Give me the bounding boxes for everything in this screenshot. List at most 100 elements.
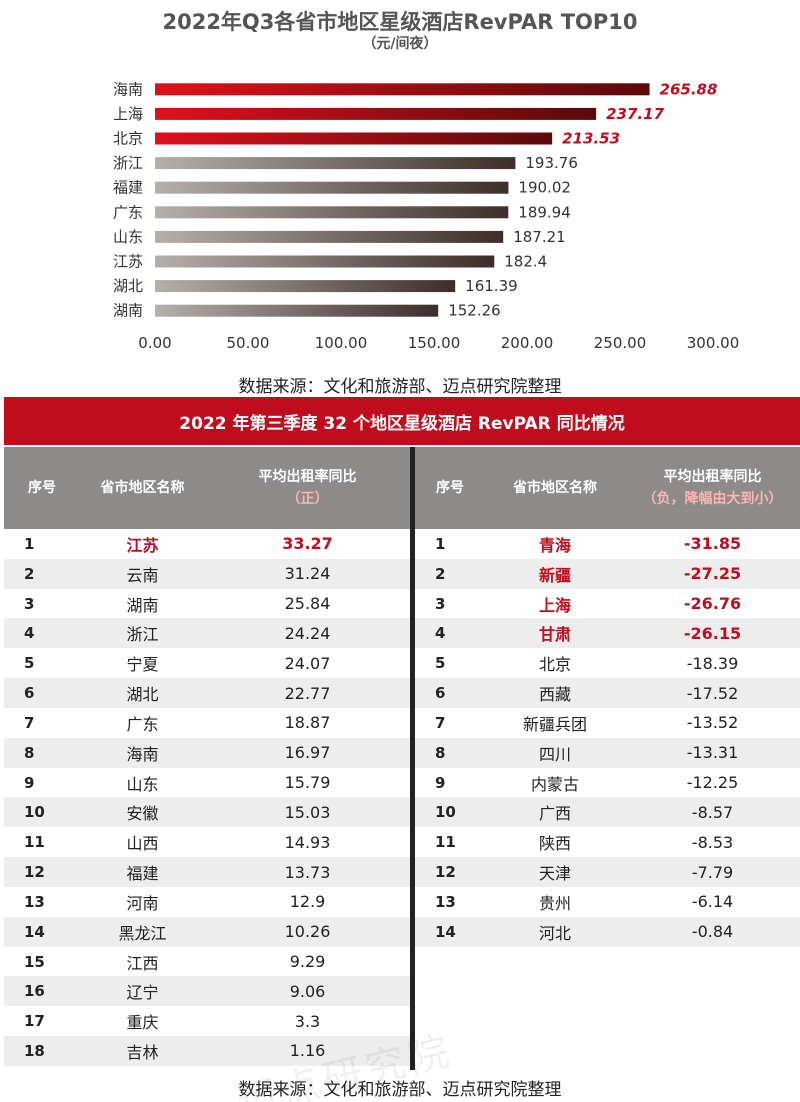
row-index: 14	[435, 922, 456, 941]
table-row: 3 湖南 25.84	[4, 589, 410, 619]
row-index: 5	[24, 654, 35, 673]
row-value: 3.3	[294, 1011, 321, 1031]
row-region: 青海	[538, 535, 571, 555]
table-row: 6 湖北 22.77	[4, 678, 410, 708]
header-region: 省市地区名称	[513, 480, 597, 496]
table-positive: 序号 省市地区名称 平均出租率同比 （正） 1 江苏 33.27 2 云南 31.24 3 湖…	[4, 447, 410, 1066]
row-region: 河北	[538, 923, 571, 943]
table-row: 11 山西 14.93	[4, 827, 410, 857]
tick-label: 50.00	[227, 334, 270, 352]
table-row: 13 贵州 -6.14	[415, 887, 800, 917]
row-index: 9	[24, 773, 35, 792]
row-index: 10	[24, 803, 45, 822]
table-row: 10 安徽 15.03	[4, 797, 410, 828]
row-index: 12	[435, 863, 456, 882]
bar-5	[155, 181, 509, 194]
row-value: -12.25	[686, 773, 739, 793]
chart-title: 2022年Q3各省市地区星级酒店RevPAR TOP10	[162, 10, 638, 34]
row-value: -6.14	[691, 892, 734, 912]
category-label: 广东	[113, 203, 143, 221]
category-label: 上海	[113, 105, 143, 123]
row-value: 31.24	[284, 564, 331, 584]
table-row: 2 云南 31.24	[4, 558, 410, 589]
row-value: -0.84	[691, 922, 734, 942]
data-label: 237.17	[606, 105, 664, 123]
row-index: 3	[435, 594, 446, 613]
chart-subtitle: （元/间夜）	[362, 36, 438, 52]
table-row: 17 重庆 3.3	[4, 1006, 410, 1036]
row-index: 1	[24, 534, 35, 553]
bar-1	[155, 83, 650, 96]
table-row: 4 浙江 24.24	[4, 618, 410, 649]
row-index: 18	[24, 1041, 45, 1060]
rows-negative: 1 青海 -31.85 2 新疆 -27.25 3 上海 -26.76 4 甘肃 -26.15 5 北京 -…	[415, 529, 800, 947]
row-region: 北京	[538, 655, 571, 675]
table-row: 7 广东 18.87	[4, 708, 410, 738]
row-index: 7	[435, 713, 446, 732]
row-region: 甘肃	[538, 625, 571, 645]
table-row: 11 陕西 -8.53	[415, 827, 800, 857]
row-region: 山西	[126, 834, 159, 854]
row-index: 16	[24, 982, 45, 1001]
row-index: 9	[435, 773, 446, 792]
row-region: 黑龙江	[118, 923, 167, 943]
source-note-bottom: 数据来源：文化和旅游部、迈点研究院整理	[238, 1080, 562, 1100]
data-label: 161.39	[465, 277, 518, 295]
row-region: 广东	[126, 714, 159, 734]
row-region: 重庆	[126, 1013, 159, 1033]
source-note-top: 数据来源：文化和旅游部、迈点研究院整理	[238, 377, 562, 397]
bar-4	[155, 157, 516, 170]
row-region: 云南	[126, 565, 159, 585]
table-header-positive: 序号 省市地区名称 平均出租率同比 （正）	[4, 447, 410, 529]
row-region: 上海	[538, 595, 571, 615]
row-value: 13.73	[284, 862, 331, 882]
row-index: 8	[435, 743, 446, 762]
row-region: 四川	[538, 744, 571, 764]
row-value: 1.16	[289, 1041, 326, 1061]
row-region: 新疆兵团	[522, 714, 587, 734]
row-index: 12	[24, 863, 45, 882]
row-index: 8	[24, 743, 35, 762]
bar-6	[155, 206, 509, 219]
header-index: 序号	[28, 480, 56, 496]
data-label: 182.4	[504, 253, 547, 271]
row-value: 22.77	[284, 683, 331, 703]
row-region: 内蒙古	[530, 774, 579, 794]
row-index: 5	[435, 654, 446, 673]
table-row: 5 宁夏 24.07	[4, 648, 410, 678]
table-header-negative: 序号 省市地区名称 平均出租率同比 （负，降幅由大到小）	[415, 447, 800, 529]
table-row: 7 新疆兵团 -13.52	[415, 708, 800, 738]
row-region: 河南	[126, 893, 159, 913]
row-region: 福建	[126, 864, 159, 884]
row-region: 辽宁	[126, 983, 159, 1003]
row-value: -8.57	[691, 802, 734, 822]
table-row: 16 辽宁 9.06	[4, 976, 410, 1007]
tick-label: 200.00	[501, 334, 554, 352]
table-row: 18 吉林 1.16	[4, 1036, 410, 1066]
category-label: 湖南	[113, 302, 143, 320]
table-row: 5 北京 -18.39	[415, 648, 800, 678]
row-value: -13.31	[686, 743, 739, 763]
header-value: 平均出租率同比 （负，降幅由大到小）	[625, 466, 800, 510]
table-title: 2022 年第三季度 32 个地区星级酒店 RevPAR 同比情况	[4, 397, 800, 445]
bar-10	[155, 304, 439, 317]
data-label: 213.53	[562, 130, 620, 148]
row-index: 13	[435, 892, 456, 911]
row-index: 6	[24, 684, 35, 703]
row-index: 2	[435, 564, 446, 583]
row-value: 12.9	[289, 892, 326, 912]
row-value: 15.03	[284, 802, 331, 822]
header-region: 省市地区名称	[100, 480, 185, 496]
row-index: 7	[24, 713, 35, 732]
category-label: 山东	[113, 228, 143, 246]
header-value-sub: （正）	[286, 491, 329, 507]
row-region: 浙江	[126, 625, 159, 645]
row-value: 14.93	[284, 832, 331, 852]
data-label: 187.21	[513, 228, 566, 246]
table-divider	[410, 447, 415, 1070]
row-region: 陕西	[538, 834, 571, 854]
data-label: 190.02	[518, 179, 571, 197]
data-label: 193.76	[525, 154, 578, 172]
row-index: 4	[24, 624, 35, 643]
table-row: 8 四川 -13.31	[415, 737, 800, 768]
